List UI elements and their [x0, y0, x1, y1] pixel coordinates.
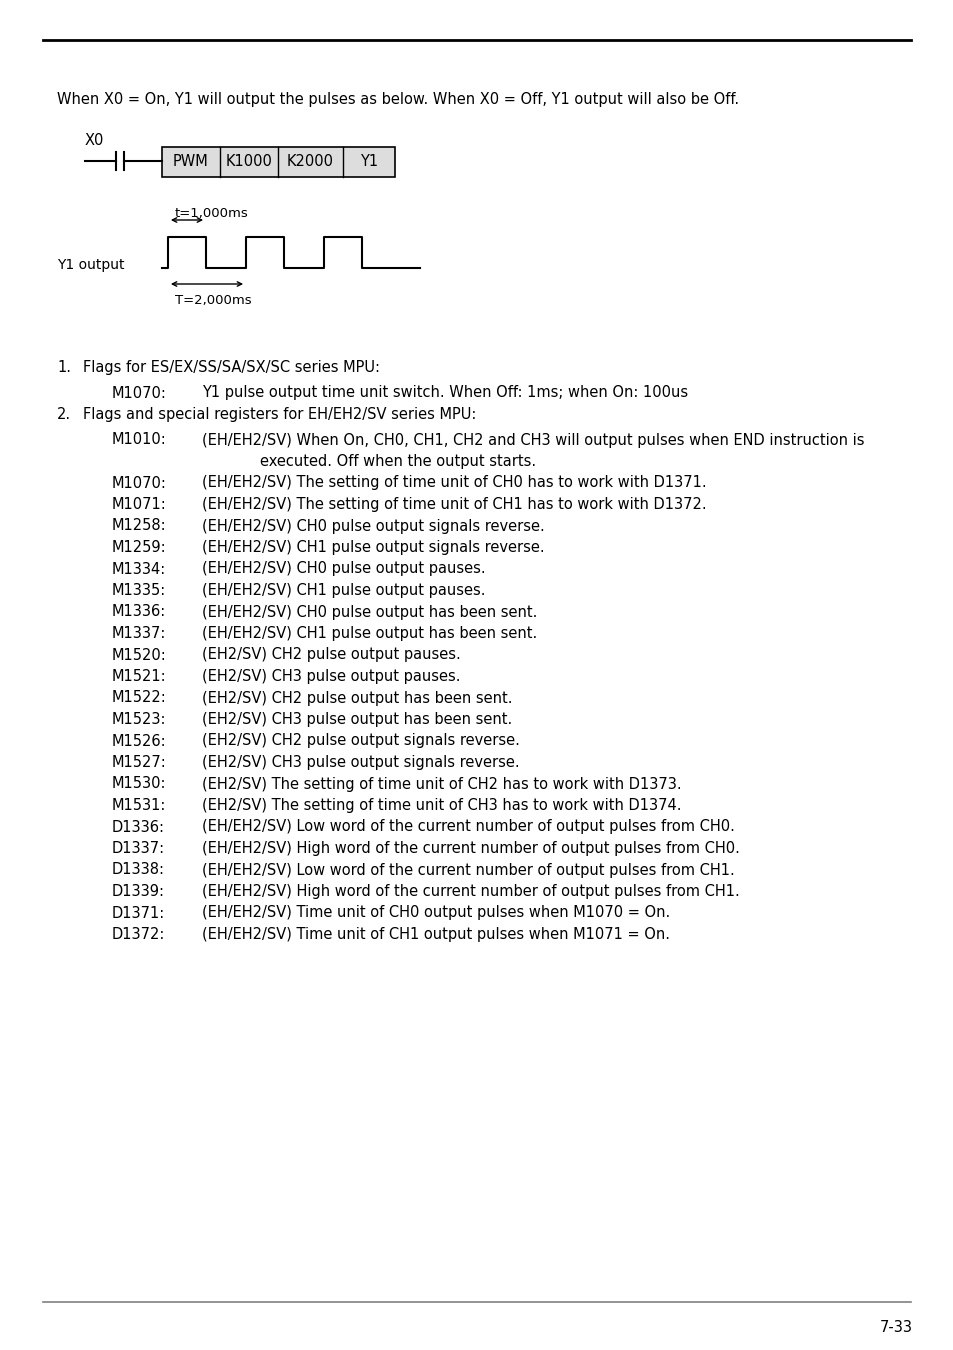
Text: M1531:: M1531: [112, 798, 166, 813]
Text: D1339:: D1339: [112, 884, 165, 899]
Text: Flags for ES/EX/SS/SA/SX/SC series MPU:: Flags for ES/EX/SS/SA/SX/SC series MPU: [83, 360, 379, 375]
Text: (EH2/SV) The setting of time unit of CH2 has to work with D1373.: (EH2/SV) The setting of time unit of CH2… [202, 776, 680, 791]
Text: 2.: 2. [57, 406, 71, 423]
Text: (EH2/SV) CH2 pulse output pauses.: (EH2/SV) CH2 pulse output pauses. [202, 648, 460, 663]
Text: K2000: K2000 [287, 154, 334, 169]
Text: (EH/EH2/SV) Time unit of CH0 output pulses when M1070 = On.: (EH/EH2/SV) Time unit of CH0 output puls… [202, 906, 670, 921]
Text: M1521:: M1521: [112, 670, 167, 684]
Text: (EH/EH2/SV) CH1 pulse output signals reverse.: (EH/EH2/SV) CH1 pulse output signals rev… [202, 540, 544, 555]
Text: M1070:: M1070: [112, 475, 167, 490]
Text: PWM: PWM [172, 154, 209, 169]
Text: M1334:: M1334: [112, 562, 166, 576]
Text: X0: X0 [85, 134, 104, 148]
Text: Y1 pulse output time unit switch. When Off: 1ms; when On: 100us: Y1 pulse output time unit switch. When O… [202, 386, 687, 401]
Text: M1258:: M1258: [112, 518, 167, 533]
Text: M1336:: M1336: [112, 605, 166, 620]
Text: M1010:: M1010: [112, 432, 167, 447]
Text: M1335:: M1335: [112, 583, 166, 598]
Text: D1338:: D1338: [112, 863, 165, 878]
Text: (EH2/SV) CH3 pulse output has been sent.: (EH2/SV) CH3 pulse output has been sent. [202, 711, 512, 728]
Text: D1336:: D1336: [112, 819, 165, 834]
Text: (EH/EH2/SV) High word of the current number of output pulses from CH1.: (EH/EH2/SV) High word of the current num… [202, 884, 739, 899]
Text: (EH2/SV) CH3 pulse output pauses.: (EH2/SV) CH3 pulse output pauses. [202, 670, 460, 684]
Text: Y1 output: Y1 output [57, 258, 125, 271]
Text: M1337:: M1337: [112, 626, 166, 641]
Text: (EH/EH2/SV) When On, CH0, CH1, CH2 and CH3 will output pulses when END instructi: (EH/EH2/SV) When On, CH0, CH1, CH2 and C… [202, 432, 863, 447]
Text: (EH/EH2/SV) CH0 pulse output has been sent.: (EH/EH2/SV) CH0 pulse output has been se… [202, 605, 537, 620]
Text: (EH/EH2/SV) CH1 pulse output pauses.: (EH/EH2/SV) CH1 pulse output pauses. [202, 583, 485, 598]
Text: M1530:: M1530: [112, 776, 167, 791]
Text: (EH2/SV) CH2 pulse output has been sent.: (EH2/SV) CH2 pulse output has been sent. [202, 690, 512, 706]
Text: K1000: K1000 [225, 154, 273, 169]
Text: (EH/EH2/SV) CH1 pulse output has been sent.: (EH/EH2/SV) CH1 pulse output has been se… [202, 626, 537, 641]
Text: M1259:: M1259: [112, 540, 167, 555]
Text: M1522:: M1522: [112, 690, 167, 706]
Text: (EH/EH2/SV) Low word of the current number of output pulses from CH0.: (EH/EH2/SV) Low word of the current numb… [202, 819, 734, 834]
Text: (EH/EH2/SV) CH0 pulse output signals reverse.: (EH/EH2/SV) CH0 pulse output signals rev… [202, 518, 544, 533]
Bar [162, 147, 395, 177]
Text: T=2,000ms: T=2,000ms [174, 294, 252, 306]
Text: M1527:: M1527: [112, 755, 167, 770]
Text: (EH/EH2/SV) The setting of time unit of CH1 has to work with D1372.: (EH/EH2/SV) The setting of time unit of … [202, 497, 706, 512]
Text: 1.: 1. [57, 360, 71, 375]
Text: (EH2/SV) The setting of time unit of CH3 has to work with D1374.: (EH2/SV) The setting of time unit of CH3… [202, 798, 680, 813]
Text: M1523:: M1523: [112, 711, 167, 728]
Text: M1070:: M1070: [112, 386, 167, 401]
Text: When X0 = On, Y1 will output the pulses as below. When X0 = Off, Y1 output will : When X0 = On, Y1 will output the pulses … [57, 92, 739, 107]
Text: Flags and special registers for EH/EH2/SV series MPU:: Flags and special registers for EH/EH2/S… [83, 406, 476, 423]
Text: (EH/EH2/SV) Low word of the current number of output pulses from CH1.: (EH/EH2/SV) Low word of the current numb… [202, 863, 734, 878]
Text: (EH2/SV) CH3 pulse output signals reverse.: (EH2/SV) CH3 pulse output signals revers… [202, 755, 519, 770]
Text: (EH/EH2/SV) Time unit of CH1 output pulses when M1071 = On.: (EH/EH2/SV) Time unit of CH1 output puls… [202, 927, 669, 942]
Text: (EH/EH2/SV) CH0 pulse output pauses.: (EH/EH2/SV) CH0 pulse output pauses. [202, 562, 485, 576]
Text: M1526:: M1526: [112, 733, 167, 748]
Text: (EH/EH2/SV) The setting of time unit of CH0 has to work with D1371.: (EH/EH2/SV) The setting of time unit of … [202, 475, 706, 490]
Text: M1520:: M1520: [112, 648, 167, 663]
Text: t=1,000ms: t=1,000ms [174, 207, 249, 220]
Text: Y1: Y1 [359, 154, 377, 169]
Text: D1371:: D1371: [112, 906, 165, 921]
Text: (EH/EH2/SV) High word of the current number of output pulses from CH0.: (EH/EH2/SV) High word of the current num… [202, 841, 740, 856]
Text: executed. Off when the output starts.: executed. Off when the output starts. [260, 454, 536, 468]
Text: (EH2/SV) CH2 pulse output signals reverse.: (EH2/SV) CH2 pulse output signals revers… [202, 733, 519, 748]
Text: D1372:: D1372: [112, 927, 165, 942]
Text: M1071:: M1071: [112, 497, 167, 512]
Text: D1337:: D1337: [112, 841, 165, 856]
Text: 7-33: 7-33 [879, 1320, 912, 1335]
